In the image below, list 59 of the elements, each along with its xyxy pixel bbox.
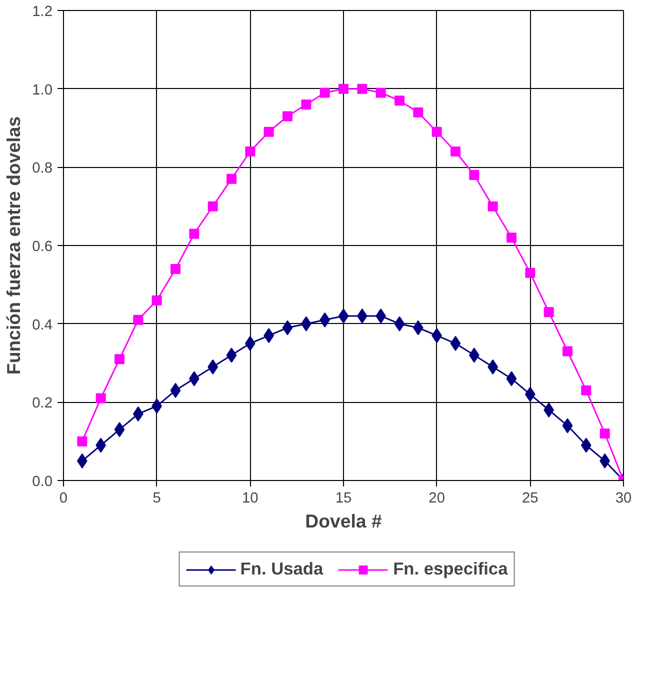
y-tick-label: 1.2 [32,4,52,20]
point [581,385,592,396]
legend-label: Fn. especifica [393,558,508,580]
point [488,201,498,212]
point [357,308,368,324]
point [394,96,404,106]
point [114,422,125,438]
point [562,418,573,434]
point [170,382,181,398]
point [264,126,274,137]
point [226,174,236,184]
x-tick-label: 10 [242,490,258,506]
y-tick-label: 0.4 [32,317,52,334]
point [320,88,330,98]
point [600,428,610,438]
point [506,371,517,386]
x-axis-title: Dovela # [305,510,382,532]
point [413,107,424,118]
point [394,316,405,332]
point [357,84,368,94]
point [77,436,88,446]
point [450,336,461,351]
point [301,100,312,110]
legend-label: Fn. Usada [240,558,324,580]
point [432,126,442,137]
point [562,346,572,356]
point [338,308,349,324]
x-tick-label: 5 [152,490,161,506]
point [96,393,106,404]
point [208,201,218,212]
y-tick-label: 1.0 [32,82,52,98]
point [376,308,386,324]
point [376,88,386,98]
y-tick-label: 0.6 [32,239,52,255]
point [226,348,237,363]
point [544,307,554,318]
point [450,146,460,156]
point [525,268,536,278]
point [133,314,144,325]
point [152,295,162,306]
point [469,170,480,180]
point [245,146,256,156]
y-tick-label: 0.2 [32,396,52,412]
y-axis-title: Función fuerza entre dovelas [3,116,24,375]
point [506,232,516,243]
x-tick-label: 15 [335,490,352,506]
x-tick-label: 30 [615,490,632,506]
x-tick-label: 25 [522,490,538,506]
point [544,402,554,418]
point [114,354,124,364]
point [282,111,292,122]
point [282,320,293,336]
point [170,264,180,274]
y-tick-label: 0.8 [32,160,52,177]
y-tick-label: 0.0 [32,474,52,490]
point [189,228,200,239]
x-tick-label: 0 [59,490,68,506]
x-tick-label: 20 [428,490,445,506]
point [338,84,348,94]
